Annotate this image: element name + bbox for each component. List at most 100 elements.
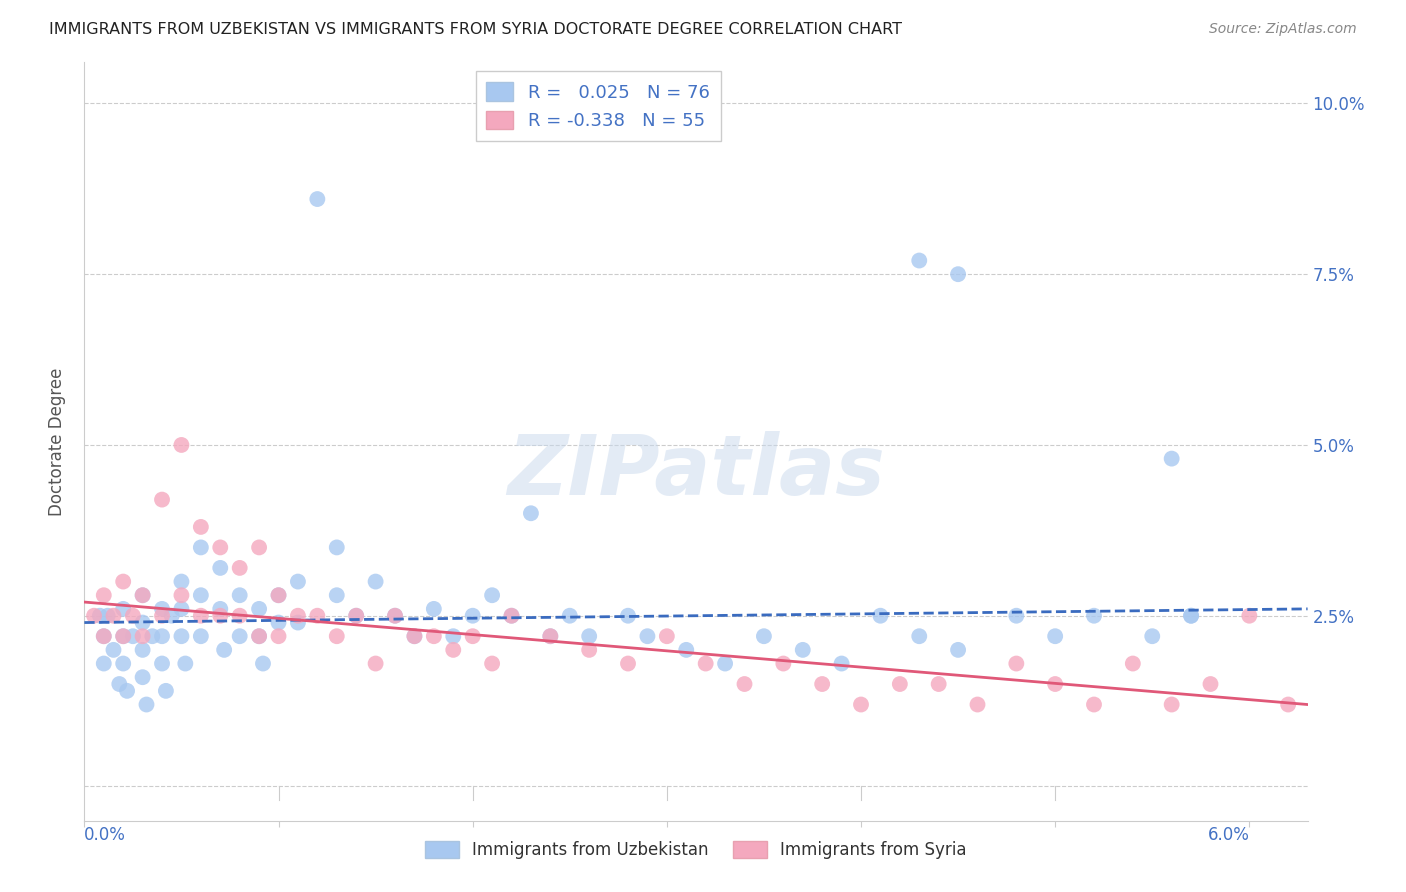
- Point: [170, 438, 193, 452]
- Point: [675, 643, 697, 657]
- Text: 6.0%: 6.0%: [1208, 826, 1250, 844]
- Point: [131, 643, 153, 657]
- Point: [714, 657, 737, 671]
- Point: [89, 608, 111, 623]
- Point: [617, 608, 640, 623]
- Point: [441, 643, 464, 657]
- Point: [155, 684, 177, 698]
- Point: [287, 608, 309, 623]
- Point: [423, 602, 446, 616]
- Point: [122, 629, 145, 643]
- Point: [520, 506, 543, 520]
- Point: [928, 677, 950, 691]
- Point: [1180, 608, 1202, 623]
- Point: [966, 698, 988, 712]
- Point: [364, 574, 387, 589]
- Point: [267, 629, 290, 643]
- Point: [108, 677, 131, 691]
- Point: [481, 588, 503, 602]
- Point: [228, 608, 250, 623]
- Point: [228, 588, 250, 602]
- Point: [461, 608, 484, 623]
- Point: [190, 541, 212, 555]
- Point: [344, 608, 367, 623]
- Point: [267, 588, 290, 602]
- Point: [212, 643, 235, 657]
- Point: [617, 657, 640, 671]
- Point: [558, 608, 581, 623]
- Point: [404, 629, 426, 643]
- Text: IMMIGRANTS FROM UZBEKISTAN VS IMMIGRANTS FROM SYRIA DOCTORATE DEGREE CORRELATION: IMMIGRANTS FROM UZBEKISTAN VS IMMIGRANTS…: [49, 22, 903, 37]
- Point: [1122, 657, 1144, 671]
- Point: [93, 629, 115, 643]
- Point: [1083, 608, 1105, 623]
- Point: [1160, 451, 1182, 466]
- Point: [190, 588, 212, 602]
- Point: [578, 643, 600, 657]
- Point: [115, 684, 138, 698]
- Point: [287, 574, 309, 589]
- Point: [209, 561, 232, 575]
- Point: [831, 657, 853, 671]
- Point: [501, 608, 523, 623]
- Point: [174, 657, 197, 671]
- Point: [849, 698, 872, 712]
- Point: [247, 629, 270, 643]
- Point: [209, 602, 232, 616]
- Point: [384, 608, 406, 623]
- Point: [247, 541, 270, 555]
- Point: [326, 541, 349, 555]
- Point: [908, 253, 931, 268]
- Point: [441, 629, 464, 643]
- Point: [307, 192, 329, 206]
- Point: [811, 677, 834, 691]
- Point: [131, 629, 153, 643]
- Point: [83, 608, 105, 623]
- Point: [384, 608, 406, 623]
- Point: [209, 541, 232, 555]
- Point: [287, 615, 309, 630]
- Point: [1199, 677, 1222, 691]
- Point: [122, 608, 145, 623]
- Point: [150, 657, 173, 671]
- Text: ZIPatlas: ZIPatlas: [508, 432, 884, 512]
- Point: [97, 608, 120, 623]
- Point: [160, 608, 183, 623]
- Point: [344, 608, 367, 623]
- Point: [307, 608, 329, 623]
- Point: [946, 267, 969, 281]
- Point: [423, 629, 446, 643]
- Point: [112, 629, 135, 643]
- Point: [190, 520, 212, 534]
- Point: [131, 588, 153, 602]
- Point: [103, 643, 125, 657]
- Point: [501, 608, 523, 623]
- Point: [150, 602, 173, 616]
- Point: [112, 629, 135, 643]
- Point: [1043, 629, 1066, 643]
- Point: [461, 629, 484, 643]
- Point: [150, 629, 173, 643]
- Point: [228, 629, 250, 643]
- Point: [131, 615, 153, 630]
- Point: [170, 588, 193, 602]
- Point: [578, 629, 600, 643]
- Y-axis label: Doctorate Degree: Doctorate Degree: [48, 368, 66, 516]
- Point: [228, 561, 250, 575]
- Point: [364, 657, 387, 671]
- Point: [112, 574, 135, 589]
- Point: [869, 608, 891, 623]
- Point: [734, 677, 756, 691]
- Point: [326, 629, 349, 643]
- Point: [636, 629, 658, 643]
- Point: [247, 629, 270, 643]
- Point: [538, 629, 561, 643]
- Point: [655, 629, 678, 643]
- Point: [141, 629, 163, 643]
- Point: [1160, 698, 1182, 712]
- Point: [792, 643, 814, 657]
- Point: [1239, 608, 1261, 623]
- Point: [1005, 657, 1028, 671]
- Point: [190, 608, 212, 623]
- Point: [772, 657, 794, 671]
